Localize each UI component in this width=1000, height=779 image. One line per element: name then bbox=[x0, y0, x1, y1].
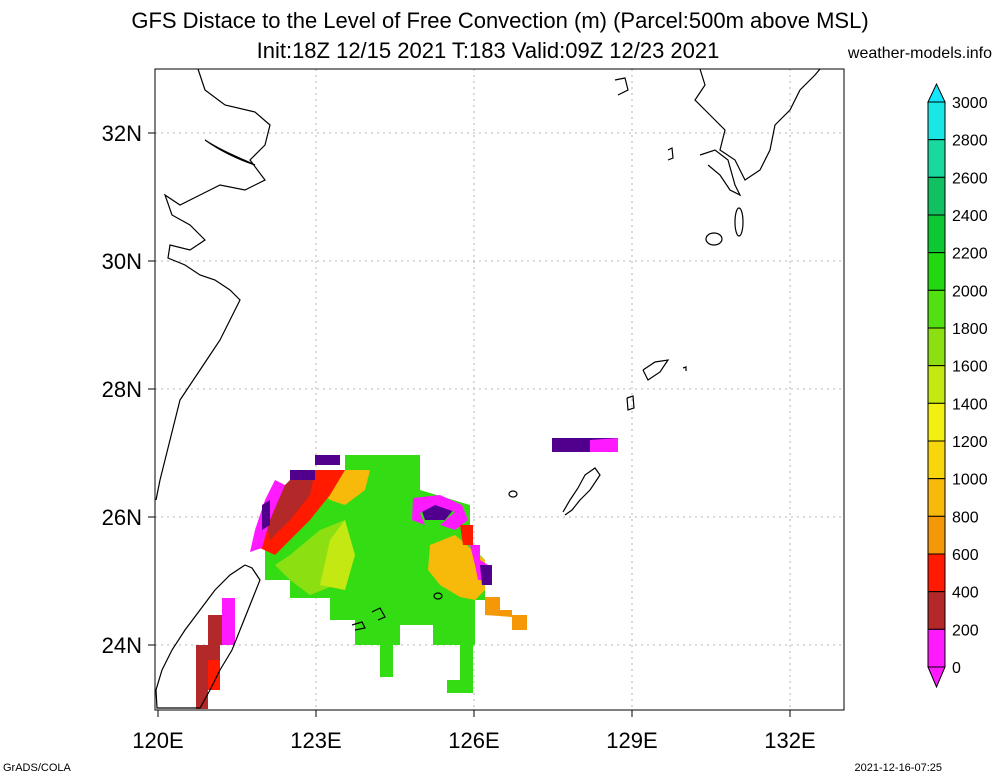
colorbar-label: 2000 bbox=[952, 283, 988, 300]
field-purple-top bbox=[315, 455, 340, 465]
field-darkorange bbox=[485, 597, 527, 630]
colorbar: 3000280026002400220020001800160014001200… bbox=[927, 82, 988, 689]
kyushu-south bbox=[699, 149, 742, 197]
software-label: GrADS/COLA bbox=[3, 762, 71, 774]
island-amami bbox=[642, 359, 670, 381]
yangtze-estuary bbox=[204, 139, 256, 166]
lon-label-123e: 123E bbox=[290, 728, 341, 753]
colorbar-band bbox=[927, 289, 946, 329]
field-purple-north bbox=[290, 470, 315, 480]
colorbar-label: 2800 bbox=[952, 133, 988, 150]
field-magenta-ring bbox=[412, 495, 468, 530]
island-goto bbox=[614, 77, 629, 96]
field-red-taiwan bbox=[208, 660, 220, 690]
lat-label-32n: 32N bbox=[102, 121, 142, 146]
island-yakushima bbox=[705, 232, 723, 246]
colorbar-band bbox=[927, 591, 946, 630]
lfc-field bbox=[196, 438, 618, 709]
colorbar-band bbox=[927, 252, 946, 291]
colorbar-band bbox=[927, 402, 946, 442]
colorbar-label: 0 bbox=[952, 660, 961, 677]
colorbar-band bbox=[927, 176, 946, 216]
colorbar-band bbox=[927, 440, 946, 480]
colorbar-label: 1200 bbox=[952, 434, 988, 451]
lon-label-132e: 132E bbox=[764, 728, 815, 753]
colorbar-label: 600 bbox=[952, 547, 979, 564]
colorbar-label: 3000 bbox=[952, 95, 988, 112]
colorbar-band bbox=[927, 628, 946, 668]
field-green-south-1 bbox=[447, 645, 473, 693]
colorbar-label: 1000 bbox=[952, 472, 988, 489]
colorbar-bottom-arrow bbox=[927, 666, 946, 689]
island-ishigaki bbox=[351, 621, 366, 631]
field-brown-taiwan-1 bbox=[208, 615, 222, 645]
lon-label-120e: 120E bbox=[132, 728, 183, 753]
lat-label-26n: 26N bbox=[102, 505, 142, 530]
colorbar-band bbox=[927, 478, 946, 517]
island-miyako bbox=[371, 607, 386, 621]
island-east-small bbox=[433, 592, 443, 600]
colorbar-label: 800 bbox=[952, 509, 979, 526]
field-purple-west bbox=[262, 500, 270, 530]
field-magenta-taiwan bbox=[222, 598, 235, 645]
map-title: GFS Distace to the Level of Free Convect… bbox=[131, 8, 869, 33]
kyushu-coast bbox=[694, 68, 821, 181]
timestamp-label: 2021-12-16-07:25 bbox=[854, 762, 942, 774]
island-koshiki bbox=[667, 147, 674, 161]
colorbar-band bbox=[927, 327, 946, 367]
field-brown-west bbox=[265, 470, 315, 540]
island-tanegashima bbox=[734, 207, 744, 237]
colorbar-band bbox=[927, 515, 946, 555]
island-daito bbox=[508, 490, 518, 498]
colorbar-band bbox=[927, 139, 946, 178]
taiwan-coast bbox=[155, 564, 261, 709]
field-purple-east bbox=[480, 565, 492, 585]
field-orange-east bbox=[428, 535, 485, 600]
field-magenta-okinawa bbox=[590, 438, 618, 452]
field-yellowgreen bbox=[320, 520, 355, 590]
field-red-strip bbox=[460, 525, 473, 545]
colorbar-label: 2200 bbox=[952, 246, 988, 263]
lat-label-24n: 24N bbox=[102, 633, 142, 658]
island-small-1 bbox=[682, 366, 687, 371]
colorbar-top-arrow bbox=[927, 82, 946, 103]
colorbar-band bbox=[927, 553, 946, 593]
field-red-west bbox=[260, 470, 345, 555]
map-subtitle: Init:18Z 12/15 2021 T:183 Valid:09Z 12/2… bbox=[256, 38, 720, 63]
credit-text: weather-models.info bbox=[847, 45, 992, 62]
island-okinawa bbox=[562, 467, 601, 516]
coastlines bbox=[155, 68, 821, 709]
colorbar-label: 400 bbox=[952, 585, 979, 602]
field-orange-north bbox=[320, 470, 370, 505]
tick-marks bbox=[148, 132, 791, 717]
lat-label-30n: 30N bbox=[102, 249, 142, 274]
china-coast bbox=[155, 68, 271, 501]
colorbar-band bbox=[927, 101, 946, 141]
island-tokunoshima bbox=[626, 395, 635, 411]
colorbar-label: 1400 bbox=[952, 396, 988, 413]
lat-label-28n: 28N bbox=[102, 377, 142, 402]
colorbar-label: 200 bbox=[952, 622, 979, 639]
colorbar-label: 2400 bbox=[952, 208, 988, 225]
colorbar-band bbox=[927, 365, 946, 404]
field-green-south-2 bbox=[380, 645, 393, 677]
colorbar-label: 1600 bbox=[952, 359, 988, 376]
lon-label-126e: 126E bbox=[448, 728, 499, 753]
colorbar-label: 1800 bbox=[952, 321, 988, 338]
colorbar-label: 2600 bbox=[952, 170, 988, 187]
colorbar-band bbox=[927, 214, 946, 254]
lon-label-129e: 129E bbox=[606, 728, 657, 753]
